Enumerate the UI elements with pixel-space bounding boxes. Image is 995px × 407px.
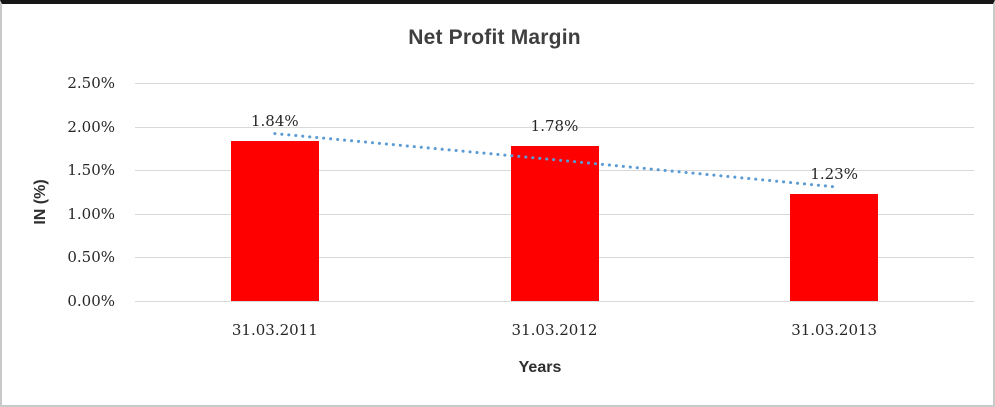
y-tick-label: 1.00% bbox=[67, 204, 115, 223]
gridline bbox=[135, 83, 974, 84]
gridline bbox=[135, 126, 974, 128]
x-tick-label: 31.03.2013 bbox=[791, 321, 878, 339]
y-tick-label: 0.00% bbox=[67, 292, 115, 310]
y-tick-label: 2.00% bbox=[67, 117, 115, 136]
y-tick-label: 1.50% bbox=[67, 161, 115, 180]
bar-data-label: 1.78% bbox=[530, 116, 579, 135]
y-tick-label: 2.50% bbox=[67, 74, 115, 92]
y-tick-label: 0.50% bbox=[67, 248, 115, 267]
x-tick-label: 31.03.2011 bbox=[231, 321, 318, 339]
gridline bbox=[135, 301, 974, 302]
bar-31.03.2011 bbox=[230, 140, 319, 301]
bar-31.03.2013 bbox=[790, 193, 879, 301]
x-axis-title: Years bbox=[518, 359, 562, 376]
x-tick-label: 31.03.2012 bbox=[511, 321, 598, 339]
bar-31.03.2012 bbox=[510, 145, 599, 301]
bar-data-label: 1.23% bbox=[810, 164, 858, 183]
bar-data-label: 1.84% bbox=[251, 111, 299, 130]
chart-title: Net Profit Margin bbox=[408, 26, 581, 49]
